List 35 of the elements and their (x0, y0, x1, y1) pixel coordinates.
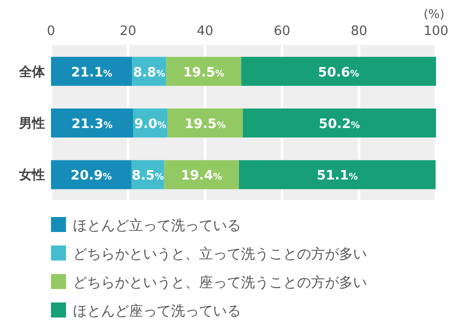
bar (242, 108, 436, 138)
bar (168, 108, 243, 138)
data-label: 51.1% (316, 168, 358, 184)
data-label: 8.5% (132, 168, 164, 184)
data-label: 19.5% (184, 117, 226, 132)
x-tick-label: 40 (196, 24, 214, 39)
legend-label: どちらかというと、座って洗うことの方が多い (73, 275, 367, 291)
bar (164, 160, 239, 190)
bar (166, 56, 242, 86)
bar (51, 108, 134, 138)
y-tick-label: 男性 (18, 116, 45, 132)
data-label: 50.6% (318, 65, 360, 80)
x-tick-label: 20 (120, 24, 136, 39)
legend-label: ほとんど立って洗っている (73, 218, 241, 234)
data-label: 20.9% (70, 168, 112, 184)
bar (51, 160, 132, 190)
data-label: 21.3% (71, 117, 113, 132)
bar (51, 56, 132, 86)
legend-label: ほとんど座って洗っている (73, 304, 241, 320)
bar (241, 56, 436, 86)
legend-label: どちらかというと、立って洗うことの方が多い (73, 246, 367, 262)
data-label: 50.2% (318, 117, 360, 132)
data-label: 21.1% (71, 65, 112, 80)
y-tick-label: 全体 (18, 64, 46, 80)
data-label: 9.0% (134, 117, 166, 132)
x-tick-label: 80 (350, 24, 368, 39)
data-label: 19.4% (180, 168, 222, 184)
x-axis-title: (%) (424, 7, 444, 21)
x-tick-label: 0 (46, 24, 56, 39)
data-label: 8.8% (133, 65, 166, 80)
data-label: 19.5% (183, 65, 224, 80)
y-tick-label: 女性 (18, 168, 45, 184)
x-tick-label: 60 (274, 24, 290, 39)
bar (238, 160, 436, 190)
x-tick-label: 100 (424, 24, 448, 39)
